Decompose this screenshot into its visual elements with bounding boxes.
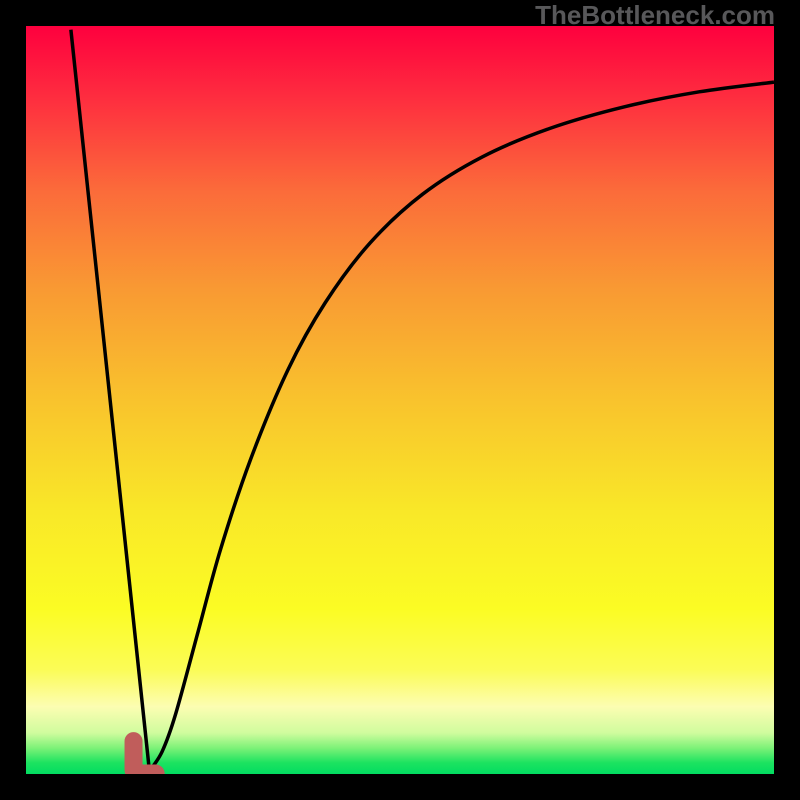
watermark-text: TheBottleneck.com (535, 0, 775, 31)
plot-outer: TheBottleneck.com (0, 0, 800, 800)
descending-line (71, 30, 150, 771)
plot-border-right (774, 0, 800, 800)
chart-frame: TheBottleneck.com (0, 0, 800, 800)
ascending-curve (149, 82, 774, 771)
minimum-marker (134, 741, 156, 773)
plot-border-left (0, 0, 26, 800)
curve-layer (0, 0, 800, 800)
plot-border-bottom (0, 774, 800, 800)
